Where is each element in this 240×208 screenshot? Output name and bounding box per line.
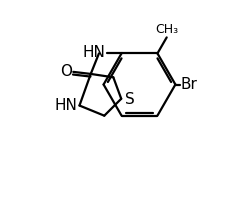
Text: HN: HN [54, 98, 77, 113]
Text: Br: Br [181, 77, 198, 92]
Text: CH₃: CH₃ [155, 23, 178, 36]
Text: HN: HN [83, 46, 106, 61]
Text: O: O [60, 64, 72, 79]
Text: S: S [125, 92, 135, 107]
